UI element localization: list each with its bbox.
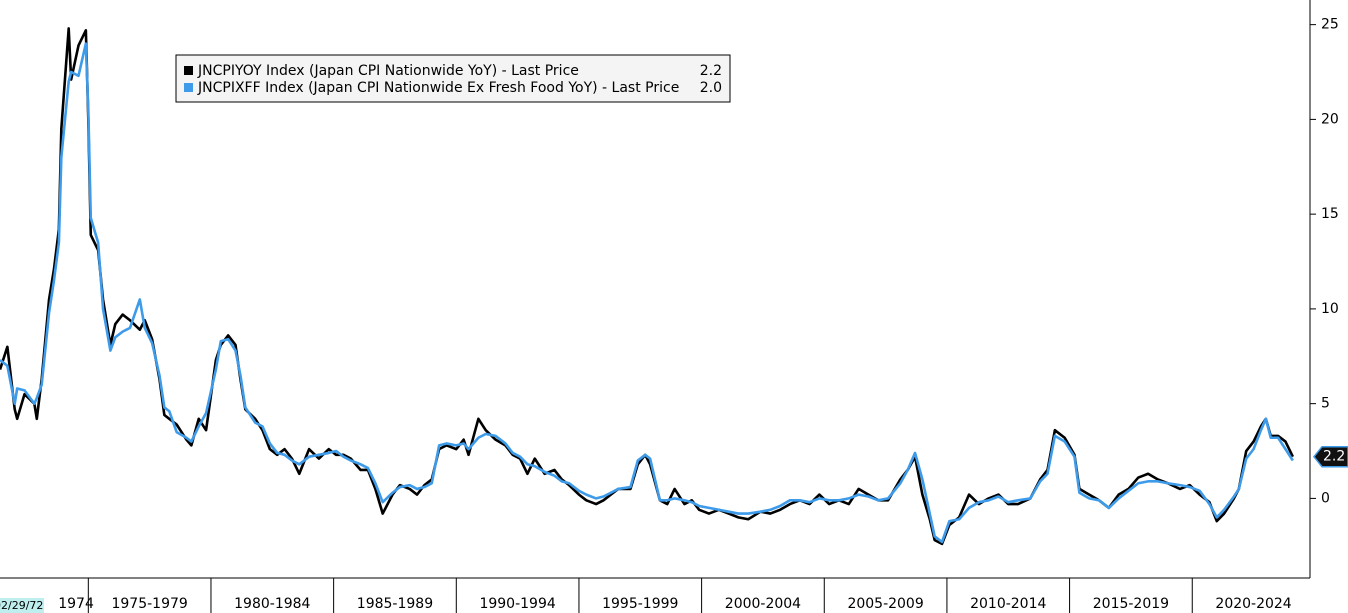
x-tick-label: 2005-2009 — [847, 596, 923, 612]
y-tick-label: 5 — [1321, 396, 1330, 412]
last-value-label: 2.2 — [1323, 449, 1345, 465]
y-tick-label: 0 — [1321, 490, 1330, 506]
legend-swatch — [184, 83, 193, 92]
x-tick-label: 1990-1994 — [479, 596, 555, 612]
x-tick-label: 2010-2014 — [970, 596, 1046, 612]
x-tick-label: 1985-1989 — [357, 596, 433, 612]
y-tick-label: 15 — [1321, 206, 1339, 222]
start-date: 02/29/72 — [0, 599, 43, 612]
x-tick-label: 1980-1984 — [234, 596, 310, 612]
y-tick-label: 25 — [1321, 17, 1339, 33]
y-tick-label: 10 — [1321, 301, 1339, 317]
x-tick-label: 1995-1999 — [602, 596, 678, 612]
legend-value: 2.0 — [700, 80, 722, 96]
legend-swatch — [184, 66, 193, 75]
x-tick-label: 2015-2019 — [1093, 596, 1169, 612]
x-tick-label: 2020-2024 — [1215, 596, 1291, 612]
start-date-tag — [0, 598, 44, 613]
legend: JNCPIYOY Index (Japan CPI Nationwide YoY… — [175, 54, 731, 103]
legend-box — [175, 54, 731, 103]
x-tick-label: 2000-2004 — [725, 596, 801, 612]
series-line — [0, 27, 1294, 546]
y-tick-label: 20 — [1321, 111, 1339, 127]
series-line — [0, 42, 1294, 544]
legend-label: JNCPIXFF Index (Japan CPI Nationwide Ex … — [197, 80, 679, 96]
legend-label: JNCPIYOY Index (Japan CPI Nationwide YoY… — [197, 63, 579, 79]
x-tick-label: 1974 — [58, 596, 94, 612]
last-value-tag — [1313, 445, 1348, 468]
x-tick-label: 1975-1979 — [111, 596, 187, 612]
legend-value: 2.2 — [700, 63, 722, 79]
